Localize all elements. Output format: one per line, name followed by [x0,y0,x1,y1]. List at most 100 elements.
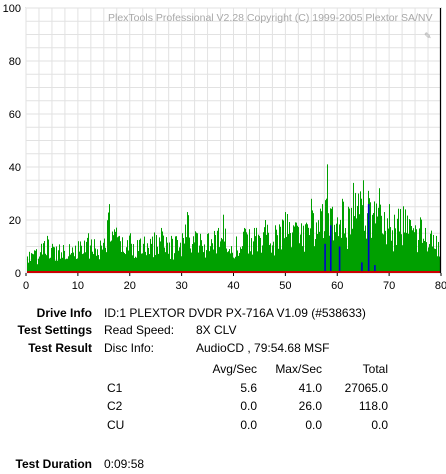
c1-bar [230,253,231,273]
c1-bar [375,223,376,273]
c1-bar [304,251,305,273]
c1-bar [247,234,248,273]
c1-bar [224,241,225,273]
c1-bar [342,198,343,273]
c1-bar [282,219,283,273]
c1-bar [233,257,234,273]
c1-bar [152,236,153,273]
c1-bar [61,252,62,273]
c1-bar [423,238,424,273]
c2-avg: 0.0 [240,399,257,413]
c1-bar [255,236,256,273]
c1-bar [383,234,384,273]
x-tick-label: 80 [435,280,446,292]
c1-bar [432,246,433,273]
c1-bar [313,213,314,273]
c1-bar [359,214,360,273]
c1-bar [203,252,204,273]
c1-bar [227,252,228,273]
c1-bar [68,256,69,273]
c1-bar [48,239,49,273]
c1-bar [408,233,409,273]
c1-bar [206,250,207,273]
c1-bar [41,243,42,273]
c1-bar [181,256,182,273]
c1-bar [188,215,189,273]
c1-bar [189,237,190,273]
c1-bar [75,245,76,273]
c1-bar [379,188,380,273]
c1-bar [395,228,396,273]
c1-bar [134,258,135,273]
c1-bar [182,233,183,273]
drive-info-value: ID:1 PLEXTOR DVDR PX-716A V1.09 (#538633… [104,306,366,320]
c1-bar [341,237,342,273]
c1-bar [195,231,196,273]
c1-bar [353,182,354,273]
c1-bar [124,252,125,273]
c1-bar [259,236,260,273]
c1-bar [325,200,326,273]
c1-bar [142,253,143,273]
c1-bar [241,248,242,273]
c1-bar [273,241,274,273]
c1-bar [274,255,275,273]
c1-bar [171,235,172,273]
c1-bar [212,243,213,273]
c1-bar [211,239,212,273]
c1-bar [219,247,220,273]
c1-bar [349,208,350,273]
c1-bar [98,255,99,273]
c1-bar [106,252,107,273]
c1-bar [340,219,341,273]
c1-bar [394,214,395,273]
c1-bar [214,230,215,273]
c1-bar [85,252,86,273]
row-name-c1: C1 [107,381,123,395]
c1-bar [404,232,405,273]
c1-bar [372,214,373,273]
c1-bar [126,247,127,273]
c1-bar [299,243,300,273]
c1-bar [119,235,120,273]
c1-bar [116,227,117,273]
c1-bar [194,242,195,273]
c1-bar [84,240,85,273]
c1-bar [438,241,439,273]
c1-bar [351,207,352,273]
c1-bar [113,235,114,273]
c1-bar [149,254,150,273]
test-duration-value: 0:09:58 [104,457,145,471]
c1-bar [384,212,385,273]
c1-bar [436,235,437,273]
c1-bar [200,233,201,273]
c1-bar [172,238,173,273]
c1-bar [283,220,284,273]
c1-bar [332,206,333,273]
c1-bar [348,206,349,273]
c1-bar [153,257,154,273]
c1-bar [117,237,118,273]
c1-bar [156,235,157,273]
c1-bar [439,256,440,273]
c1-avg: 5.6 [240,381,257,395]
c1-bar [217,230,218,273]
c1-bar [275,225,276,273]
c1-bar [288,234,289,273]
c2-bar [324,243,326,273]
cu-avg: 0.0 [240,418,257,432]
c1-bar [337,217,338,273]
c1-bar [197,233,198,273]
c1-bar [104,238,105,273]
c1-bar [140,238,141,273]
c1-bar [242,246,243,273]
c1-bar [298,227,299,273]
c1-bar [268,232,269,273]
c1-bar [173,259,174,273]
c1-bar [307,224,308,273]
c1-bar [136,257,137,273]
c1-bar [323,238,324,273]
c1-bar [193,236,194,273]
c1-bar [433,234,434,273]
c1-bar [277,235,278,273]
